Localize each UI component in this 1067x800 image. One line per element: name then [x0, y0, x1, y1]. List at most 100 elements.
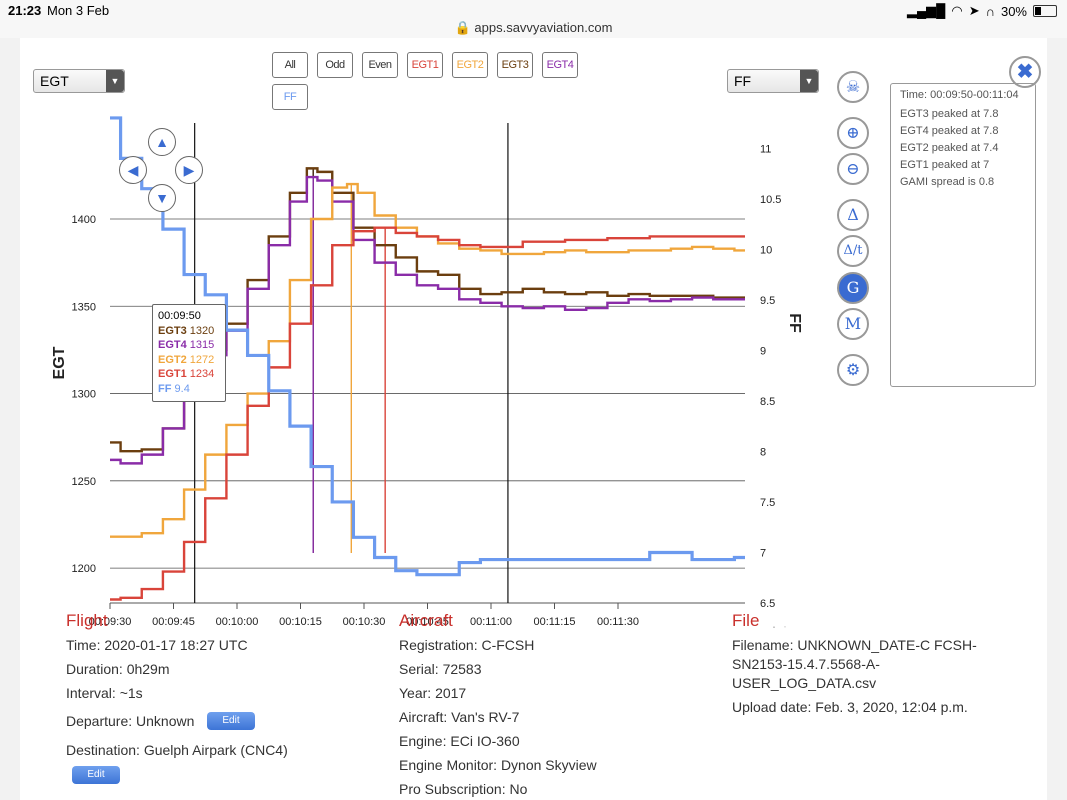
- y2-tick-label: 7: [760, 547, 766, 559]
- series-button-all[interactable]: All: [272, 52, 308, 78]
- right-axis-select[interactable]: FF ▼: [727, 69, 819, 93]
- info-line: GAMI spread is 0.8: [900, 175, 995, 188]
- flight-time: Time: 2020-01-17 18:27 UTC: [66, 637, 248, 653]
- watermark: savvyanalysis.com: [735, 625, 810, 628]
- info-line: EGT2 peaked at 7.4: [900, 141, 999, 154]
- x-tick-label: 00:10:15: [279, 616, 322, 628]
- skull-icon[interactable]: ☠: [837, 71, 869, 103]
- chart[interactable]: 1200 1250 1300 1350 1400 6.5 7 7.5 8 8.5 9 9.5 10 10.…: [20, 98, 820, 628]
- y-tick-label: 1350: [72, 301, 96, 313]
- tooltip-row: EGT1 1234: [158, 367, 225, 382]
- gami-icon[interactable]: G: [837, 272, 869, 304]
- aircraft-engine: Engine: ECi IO-360: [399, 733, 520, 749]
- tooltip-series-value: 1320: [189, 324, 215, 337]
- aircraft-registration: Registration: C-FCSH: [399, 637, 535, 653]
- edit-destination-button[interactable]: Edit: [72, 766, 120, 784]
- tooltip-series-value: 1234: [189, 368, 215, 380]
- y2-tick-label: 10: [760, 244, 772, 256]
- series-button-even[interactable]: Even: [362, 52, 398, 78]
- x-tick-label: 00:09:30: [89, 616, 132, 628]
- pan-up-button[interactable]: ▲: [148, 128, 176, 156]
- y-axis-title: EGT: [51, 346, 68, 379]
- y-tick-label: 1250: [72, 476, 96, 488]
- url-bar[interactable]: 🔒 apps.savvyaviation.com: [0, 20, 1067, 38]
- status-date: Mon 3 Feb: [47, 3, 110, 18]
- aircraft-serial: Serial: 72583: [399, 661, 482, 677]
- series-line-ff: [110, 116, 745, 577]
- pan-right-button[interactable]: ▶: [175, 156, 203, 184]
- y2-tick-label: 9.5: [760, 295, 775, 307]
- y2-tick-label: 6.5: [760, 598, 775, 610]
- tooltip-time: 00:09:50: [158, 310, 201, 322]
- tooltip-series-name: EGT3: [158, 324, 187, 337]
- settings-icon[interactable]: ⚙: [837, 354, 869, 386]
- flight-departure: Departure: Unknown: [66, 713, 195, 729]
- tooltip-series-value: 1315: [189, 339, 215, 351]
- chart-tooltip: 00:09:50 EGT3 1320 EGT4 1315 EGT2 1272 E…: [152, 304, 226, 402]
- y2-tick-label: 7.5: [760, 497, 775, 509]
- arrow-left-icon: ◀: [127, 162, 139, 178]
- m-icon[interactable]: M: [837, 308, 869, 340]
- edit-departure-button[interactable]: Edit: [207, 712, 255, 730]
- file-upload-date: Upload date: Feb. 3, 2020, 12:04 p.m.: [732, 699, 968, 715]
- signal-icon: ▂▄▆█: [906, 3, 946, 18]
- series-button-egt2[interactable]: EGT2: [452, 52, 488, 78]
- x-tick-label: 00:11:15: [533, 616, 575, 628]
- series-line-egt2: [110, 182, 745, 538]
- zoom-out-icon[interactable]: ⊖: [837, 153, 869, 185]
- y2-tick-label: 8.5: [760, 396, 775, 408]
- series-button-egt4[interactable]: EGT4: [542, 52, 578, 78]
- status-right: ▂▄▆█ ◠ ➤ ∩ 30%: [907, 3, 1057, 19]
- tooltip-series-name: EGT2: [158, 353, 187, 366]
- close-icon[interactable]: ✖: [1009, 56, 1041, 88]
- x-tick-label: 00:09:45: [152, 616, 195, 628]
- aircraft-year: Year: 2017: [399, 685, 467, 701]
- series-button-odd[interactable]: Odd: [317, 52, 353, 78]
- arrow-right-icon: ▶: [183, 162, 195, 178]
- chevron-down-icon: ▼: [800, 70, 818, 92]
- pan-down-button[interactable]: ▼: [148, 184, 176, 212]
- x-tick-label: 00:11:00: [470, 616, 512, 628]
- left-axis-select-value: EGT: [40, 73, 69, 89]
- file-name-line: SN2153-15.4.7.5568-A-: [732, 656, 880, 672]
- delta-icon[interactable]: Δ: [837, 199, 869, 231]
- info-panel: Time: 00:09:50-00:11:04 EGT3 peaked at 7…: [890, 83, 1036, 387]
- tooltip-row: EGT2 1272: [158, 353, 225, 368]
- delta-t-icon[interactable]: Δ/t: [837, 235, 869, 267]
- tooltip-series-name: EGT1: [158, 368, 187, 380]
- y-tick-label: 1300: [72, 389, 96, 401]
- info-line: EGT3 peaked at 7.8: [900, 107, 999, 120]
- battery-icon: [1033, 5, 1057, 17]
- pan-left-button[interactable]: ◀: [119, 156, 147, 184]
- series-button-ff[interactable]: FF: [272, 84, 308, 110]
- status-bar: 21:23 Mon 3 Feb ▂▄▆█ ◠ ➤ ∩ 30%: [0, 0, 1067, 20]
- left-axis-select[interactable]: EGT ▼: [33, 69, 125, 93]
- flight-destination: Destination: Guelph Airpark (CNC4): [66, 742, 288, 758]
- tooltip-series-name: EGT4: [158, 339, 187, 351]
- tooltip-row: EGT3 1320: [158, 324, 225, 339]
- url-text: apps.savvyaviation.com: [474, 20, 613, 35]
- x-tick-label: 00:10:00: [216, 616, 259, 628]
- info-time: Time: 00:09:50-00:11:04: [900, 89, 1019, 101]
- series-button-egt3[interactable]: EGT3: [497, 52, 533, 78]
- headphones-icon: ∩: [985, 3, 995, 19]
- y2-tick-label: 10.5: [760, 194, 781, 206]
- aircraft-title: Aircraft: [399, 611, 453, 630]
- info-line: EGT1 peaked at 7: [900, 158, 990, 171]
- file-name-line: USER_LOG_DATA.csv: [732, 675, 877, 691]
- tooltip-row: FF 9.4: [158, 382, 225, 397]
- lock-icon: 🔒: [454, 20, 471, 35]
- file-title: File: [732, 611, 760, 630]
- y2-axis-title: FF: [786, 313, 803, 333]
- x-tick-label: 00:10:30: [343, 616, 386, 628]
- zoom-in-icon[interactable]: ⊕: [837, 117, 869, 149]
- tooltip-series-name: FF: [158, 382, 172, 395]
- y-tick-label: 1400: [72, 214, 96, 226]
- x-tick-label: 00:10:45: [406, 616, 449, 628]
- file-name-line: Filename: UNKNOWN_DATE-C FCSH-: [732, 637, 977, 653]
- flight-duration: Duration: 0h29m: [66, 661, 170, 677]
- aircraft-model: Aircraft: Van's RV-7: [399, 709, 520, 725]
- info-line: EGT4 peaked at 7.8: [900, 124, 999, 137]
- series-button-egt1[interactable]: EGT1: [407, 52, 443, 78]
- tooltip-row: EGT4 1315: [158, 338, 225, 353]
